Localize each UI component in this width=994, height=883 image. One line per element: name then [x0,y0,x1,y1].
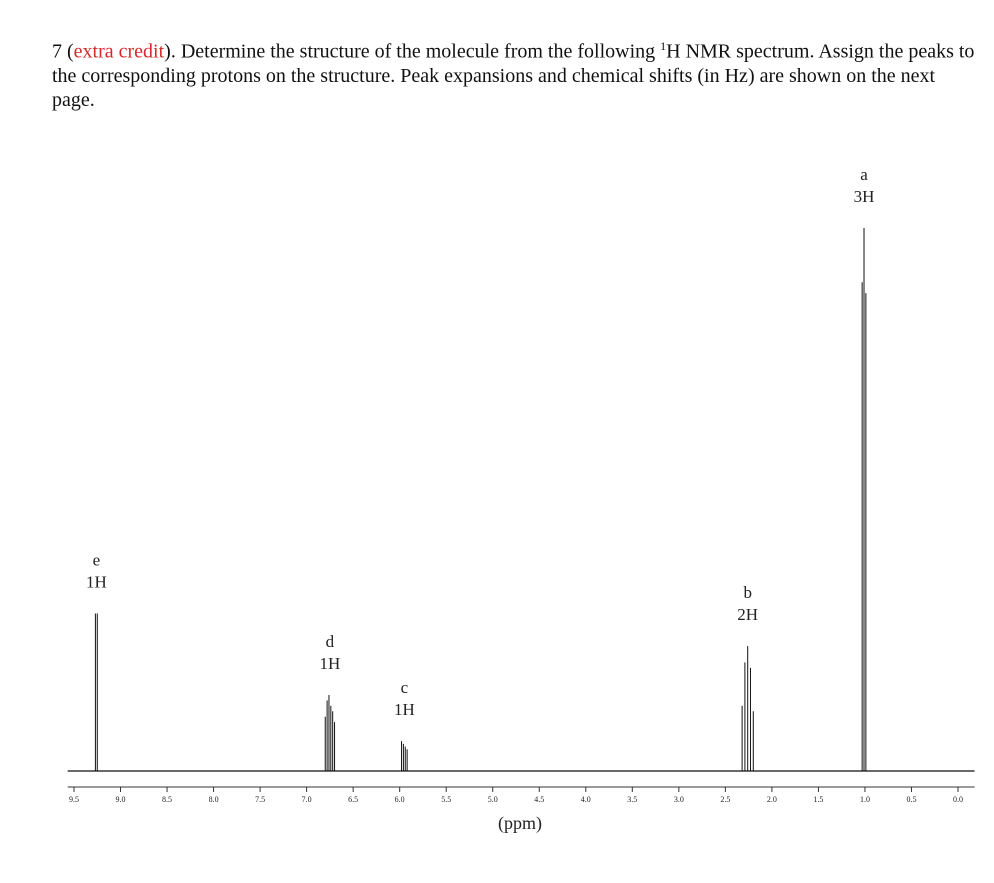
peak-label: e [93,550,101,569]
x-tick-label: 5.5 [441,795,451,804]
peak-integration: 3H [854,187,875,206]
x-tick-label: 6.0 [395,795,405,804]
x-tick-label: 6.5 [348,795,358,804]
peak-integration: 1H [320,654,341,673]
x-tick-label: 1.5 [813,795,823,804]
x-tick-label: 2.0 [767,795,777,804]
x-tick-label: 1.0 [860,795,870,804]
superscript: 1 [660,39,667,53]
x-tick-label: 0.5 [906,795,916,804]
x-tick-label: 3.5 [627,795,637,804]
x-tick-label: 9.0 [116,795,126,804]
x-tick-label: 9.5 [69,795,79,804]
peak-label: a [860,165,868,184]
peak-integration: 1H [394,700,415,719]
x-tick-label: 8.0 [209,795,219,804]
x-tick-label: 0.0 [953,795,963,804]
peak-integration: 1H [86,572,107,591]
x-tick-label: 2.5 [720,795,730,804]
peak-label: d [326,632,335,651]
question-text: 7 ( [52,40,74,63]
question-text: ). Determine the structure of the molecu… [164,40,661,63]
question-highlight: extra credit [73,40,165,63]
peak-integration: 2H [737,605,758,624]
peak-label: b [743,583,752,602]
x-tick-label: 4.0 [581,795,591,804]
x-tick-label: 3.0 [674,795,684,804]
question-text: H NMR spectrum. Assign the peaks to the … [52,40,975,111]
peak-label: c [401,678,409,697]
x-tick-label: 7.0 [302,795,312,804]
question: 7 (extra credit). Determine the structur… [52,34,977,112]
x-tick-label: 7.5 [255,795,265,804]
x-tick-label: 5.0 [488,795,498,804]
x-tick-label: 8.5 [162,795,172,804]
x-tick-label: 4.5 [534,795,544,804]
x-axis-label: (ppm) [498,813,542,834]
